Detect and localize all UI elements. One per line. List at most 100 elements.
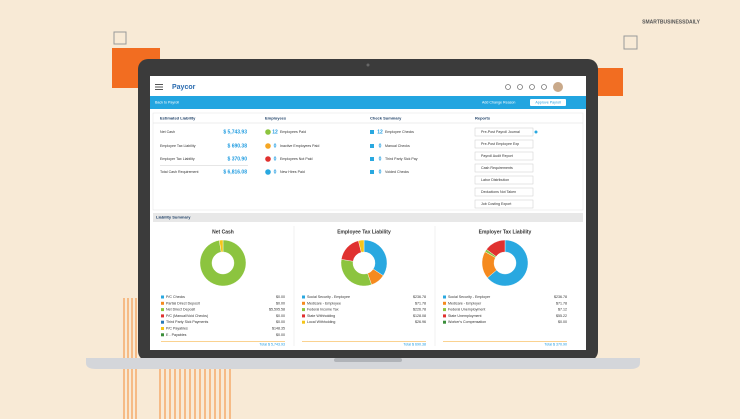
legend-swatch bbox=[161, 333, 164, 337]
report-label[interactable]: Cash Requirements bbox=[481, 166, 513, 170]
report-label[interactable]: Pre-Post Employee Exp bbox=[481, 142, 519, 146]
legend-swatch bbox=[161, 314, 164, 318]
row-label: Employees Paid bbox=[280, 130, 306, 134]
count: 0 bbox=[379, 156, 382, 162]
count: 0 bbox=[274, 169, 277, 175]
icon bbox=[265, 143, 271, 149]
report-label[interactable]: Payroll Audit Report bbox=[481, 154, 513, 158]
row-label: New Hires Paid bbox=[280, 170, 305, 174]
icon bbox=[265, 169, 271, 175]
legend-label: State Withholding bbox=[307, 314, 335, 318]
legend-value: $0.00 bbox=[276, 301, 285, 305]
report-label[interactable]: Deductions Not Taken bbox=[481, 190, 516, 194]
legend-value: $148.35 bbox=[272, 326, 285, 330]
legend-swatch bbox=[443, 314, 446, 318]
row-label: Net Cash bbox=[160, 130, 175, 134]
pie-slice bbox=[487, 239, 529, 287]
legend-swatch bbox=[161, 301, 164, 305]
legend-label: Social Security - Employee bbox=[307, 295, 350, 299]
report-button[interactable] bbox=[474, 175, 534, 185]
legend-swatch bbox=[302, 314, 305, 318]
legend-label: Federal Unemployment bbox=[448, 308, 485, 312]
section-title: Check Summary bbox=[370, 116, 402, 121]
liability-summary[interactable]: Liability Summary bbox=[156, 215, 191, 220]
legend-value: $0.00 bbox=[276, 295, 285, 299]
legend-value: $0.00 bbox=[276, 314, 285, 318]
back-link[interactable]: Back to Payroll bbox=[155, 100, 179, 104]
legend-label: State Unemployment bbox=[448, 314, 482, 318]
count: 12 bbox=[377, 129, 383, 135]
legend-value: $71.78 bbox=[415, 301, 426, 305]
legend-value: $0.00 bbox=[276, 320, 285, 324]
legend-label: Federal Income Tax bbox=[307, 308, 339, 312]
icon bbox=[370, 157, 374, 161]
row-label: Employee Checks bbox=[385, 130, 414, 134]
legend-value: $236.78 bbox=[554, 295, 567, 299]
legend-value: $71.78 bbox=[556, 301, 567, 305]
report-button[interactable] bbox=[474, 163, 534, 173]
deco bbox=[113, 31, 127, 45]
row-label: Voided Checks bbox=[385, 170, 409, 174]
chart-title: Employee Tax Liability bbox=[337, 229, 391, 235]
chart-title: Net Cash bbox=[212, 229, 234, 235]
header-icons[interactable] bbox=[505, 84, 547, 90]
hamburger[interactable] bbox=[155, 84, 163, 90]
legend-label: Third Party Sick Payments bbox=[166, 320, 209, 324]
report-label[interactable]: Labor Distribution bbox=[481, 178, 509, 182]
report-button[interactable] bbox=[474, 187, 534, 197]
row-amount: $ 690.38 bbox=[228, 143, 248, 149]
total: Total $ 370.90 bbox=[544, 342, 567, 346]
icon bbox=[370, 170, 374, 174]
row-amount: $ 370.90 bbox=[228, 156, 248, 162]
section-title: Employees bbox=[265, 116, 287, 121]
legend-swatch bbox=[302, 320, 305, 324]
legend-label: Social Security - Employer bbox=[448, 295, 491, 299]
legend-value: $236.78 bbox=[413, 295, 426, 299]
legend-label: P/C Payables bbox=[166, 326, 188, 330]
total: Total $ 690.38 bbox=[403, 342, 426, 346]
row-label: Third Party Sick Pay bbox=[385, 157, 418, 161]
legend-swatch bbox=[161, 295, 164, 299]
count: 0 bbox=[274, 143, 277, 149]
report-button[interactable] bbox=[474, 139, 534, 149]
row-label: Employee Tax Liability bbox=[160, 144, 196, 148]
approve-button[interactable] bbox=[530, 99, 566, 106]
legend-swatch bbox=[161, 327, 164, 330]
legend-swatch bbox=[161, 320, 164, 324]
icon bbox=[265, 129, 271, 135]
total: Total $ 5,743.93 bbox=[259, 342, 285, 346]
legend-value: $5,595.58 bbox=[269, 308, 285, 312]
approve-label[interactable]: Approve Payroll bbox=[535, 100, 561, 104]
count: 12 bbox=[272, 129, 278, 135]
rows: Net Cash $ 5,743.93 Employee Tax Liability… bbox=[160, 127, 538, 209]
report-label[interactable]: Job Costing Export bbox=[481, 202, 511, 206]
report-button[interactable] bbox=[474, 127, 534, 137]
legend-label: P/C Checks bbox=[166, 295, 185, 299]
avatar[interactable] bbox=[553, 82, 563, 92]
legend-value: $226.78 bbox=[413, 308, 426, 312]
section-title: Reports bbox=[475, 116, 491, 121]
legend-swatch bbox=[443, 295, 446, 299]
row-amount: $ 6,816.08 bbox=[223, 169, 247, 175]
logo: Paycor bbox=[172, 84, 196, 91]
legend-swatch bbox=[161, 308, 164, 312]
pie-slice bbox=[358, 239, 365, 253]
legend-label: Medicare - Employer bbox=[448, 301, 482, 305]
add-reason[interactable]: Add Change Reason bbox=[482, 100, 515, 104]
legend-value: $7.12 bbox=[558, 308, 567, 312]
liability-bar bbox=[153, 213, 583, 222]
icon bbox=[265, 156, 271, 162]
legend-value: $55.22 bbox=[556, 314, 567, 318]
laptop-base bbox=[86, 358, 640, 369]
count: 0 bbox=[274, 156, 277, 162]
legend-label: P/C (Manual/Void Checks) bbox=[166, 314, 208, 318]
legend-swatch bbox=[443, 320, 446, 324]
legend-swatch bbox=[443, 308, 446, 312]
pie-slice bbox=[219, 239, 224, 253]
report-button[interactable] bbox=[474, 199, 534, 209]
stripes bbox=[123, 298, 231, 419]
report-button[interactable] bbox=[474, 151, 534, 161]
report-label[interactable]: Pre-Post Payroll Journal bbox=[481, 130, 520, 134]
legend-label: Medicare - Employee bbox=[307, 301, 341, 305]
